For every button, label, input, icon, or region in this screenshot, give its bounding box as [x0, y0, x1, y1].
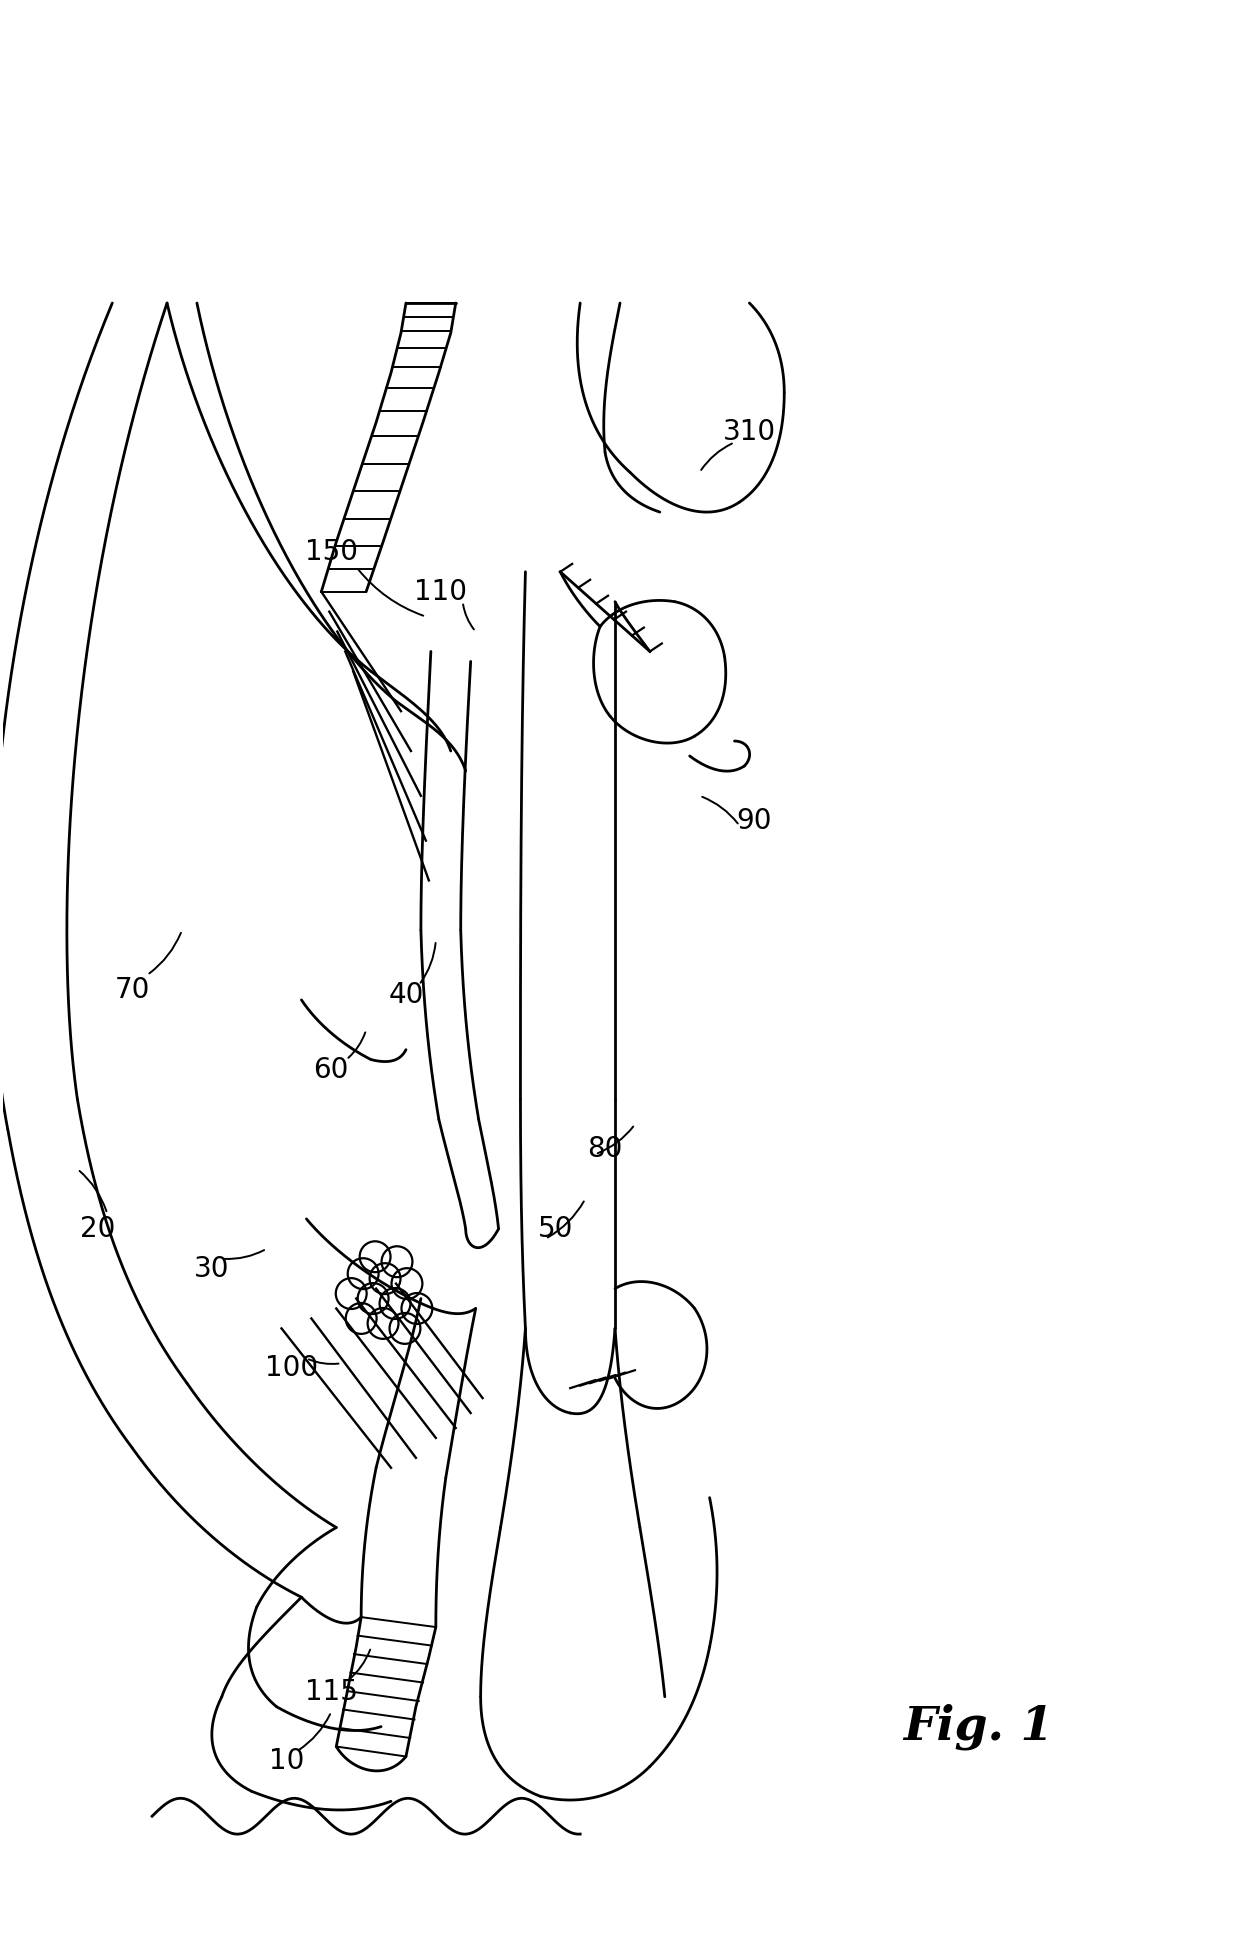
Text: 150: 150: [305, 538, 358, 566]
Text: Fig. 1: Fig. 1: [903, 1704, 1054, 1749]
Text: 110: 110: [414, 577, 467, 606]
Text: 100: 100: [265, 1353, 317, 1383]
Text: 115: 115: [305, 1677, 357, 1706]
Text: 20: 20: [79, 1215, 115, 1242]
Text: 30: 30: [195, 1254, 229, 1283]
Text: 10: 10: [269, 1747, 304, 1774]
Text: 80: 80: [588, 1135, 622, 1164]
Text: 70: 70: [114, 975, 150, 1004]
Text: 310: 310: [723, 419, 776, 447]
Text: 60: 60: [314, 1055, 348, 1084]
Text: 40: 40: [388, 981, 424, 1008]
Text: 90: 90: [737, 807, 773, 835]
Text: 50: 50: [538, 1215, 573, 1242]
